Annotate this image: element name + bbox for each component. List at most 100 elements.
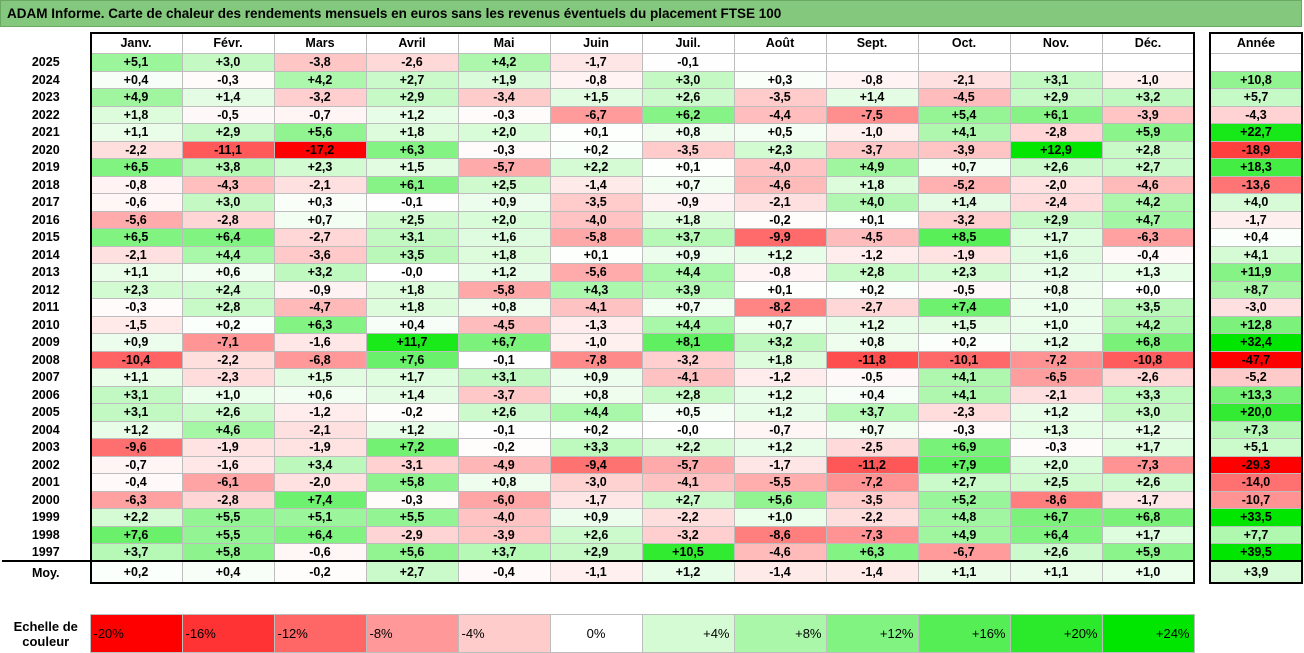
heatmap-cell: -3,7 [457, 385, 551, 404]
heatmap-cell: -2,2 [89, 140, 183, 159]
heatmap-cell: -0,7 [89, 455, 183, 474]
table-row: 2005 +3,1 +2,6 -1,2 -0,2 +2,6 +4,4 +0,5 +1,2 +3,7… [2, 403, 1195, 422]
heatmap-cell: +1,5 [273, 368, 367, 387]
scale-step: -16% [181, 614, 275, 653]
heatmap-cell: -6,7 [917, 543, 1011, 562]
column-header: Mars [273, 32, 367, 54]
annual-table: Année +10,8 +5,7 -4,3 +22,7 -18,9 +18,3 -13,6 +4… [1209, 32, 1303, 584]
heatmap-cell: +8,1 [641, 333, 735, 352]
heatmap-cell: +4,1 [917, 368, 1011, 387]
heatmap-cell: -10,8 [1101, 350, 1195, 369]
heatmap-cell: +3,9 [641, 280, 735, 299]
heatmap-cell: +1,7 [1101, 438, 1195, 457]
annual-cell: +33,5 [1209, 508, 1303, 527]
heatmap-cell: +4,8 [917, 508, 1011, 527]
header-row: Janv. Févr. Mars Avril Mai Juin Juil. Août Sept.… [2, 32, 1195, 54]
heatmap-cell: -2,2 [825, 508, 919, 527]
heatmap-cell: -1,3 [549, 315, 643, 334]
year-label: 2020 [2, 141, 91, 159]
average-row: +3,9 [1209, 560, 1303, 584]
heatmap-cell: -2,8 [1009, 123, 1103, 142]
heatmap-cell: -5,2 [917, 175, 1011, 194]
heatmap-cell: -5,5 [733, 473, 827, 492]
heatmap-cell: -3,1 [365, 455, 459, 474]
heatmap-cell: -4,7 [273, 298, 367, 317]
scale-step: +24% [1101, 614, 1195, 653]
heatmap-cell: +1,3 [1101, 263, 1195, 282]
heatmap-cell: -0,9 [273, 280, 367, 299]
heatmap-cell: -9,6 [89, 438, 183, 457]
heatmap-cell: +3,0 [181, 193, 275, 212]
table-row: -5,2 [1209, 368, 1303, 387]
heatmap-cell: -6,5 [1009, 368, 1103, 387]
annual-cell: +7,3 [1209, 420, 1303, 439]
year-label: 2000 [2, 491, 91, 509]
heatmap-cell: -4,6 [1101, 175, 1195, 194]
column-header: Juil. [641, 32, 735, 54]
heatmap-cell: -0,1 [457, 350, 551, 369]
heatmap-cell: -7,3 [1101, 455, 1195, 474]
table-row: 1998 +7,6 +5,5 +6,4 -2,9 -3,9 +2,6 -3,2 -8,6 -7,3… [2, 525, 1195, 544]
heatmap-cell: -2,1 [273, 175, 367, 194]
heatmap-cell: +2,8 [1101, 140, 1195, 159]
heatmap-cell: -6,0 [457, 490, 551, 509]
heatmap-cell: -17,2 [273, 140, 367, 159]
column-header: Mai [457, 32, 551, 54]
heatmap-cell: +3,0 [1101, 403, 1195, 422]
heatmap-cell: +4,9 [89, 88, 183, 107]
heatmap-cell: +1,6 [457, 228, 551, 247]
scale-step: -8% [365, 614, 459, 653]
annual-cell: -4,3 [1209, 105, 1303, 124]
heatmap-cell: +1,1 [89, 263, 183, 282]
heatmap-cell: -7,5 [825, 105, 919, 124]
heatmap-cell: -8,2 [733, 298, 827, 317]
heatmap-cell: +0,9 [89, 333, 183, 352]
heatmap-cell: -8,6 [1009, 490, 1103, 509]
heatmap-cell: +1,4 [365, 385, 459, 404]
heatmap-cell: +0,8 [549, 385, 643, 404]
table-row: 2023 +4,9 +1,4 -3,2 +2,9 -3,4 +1,5 +2,6 -3,5 +1,4… [2, 88, 1195, 107]
heatmap-cell: +5,5 [365, 508, 459, 527]
annual-cell: +8,7 [1209, 280, 1303, 299]
annual-cell: +4,1 [1209, 245, 1303, 264]
heatmap-cell: +1,2 [733, 403, 827, 422]
table-row: 2024 +0,4 -0,3 +4,2 +2,7 +1,9 -0,8 +3,0 +0,3 -0,8… [2, 70, 1195, 89]
heatmap-cell: +3,1 [89, 385, 183, 404]
heatmap-cell: -1,9 [181, 438, 275, 457]
heatmap-cell: +6,4 [273, 525, 367, 544]
heatmap-cell: +2,9 [1009, 88, 1103, 107]
heatmap-cell: +0,5 [733, 123, 827, 142]
heatmap-cell: +2,4 [181, 280, 275, 299]
heatmap-cell: +3,7 [457, 543, 551, 562]
heatmap-cell: -5,6 [89, 210, 183, 229]
year-label: 1997 [2, 543, 91, 561]
heatmap-cell: +2,3 [733, 140, 827, 159]
heatmap-cell: -0,9 [641, 193, 735, 212]
table-row: +32,4 [1209, 333, 1303, 352]
table-row: 2013 +1,1 +0,6 +3,2 -0,0 +1,2 -5,6 +4,4 -0,8 +2,8… [2, 263, 1195, 282]
heatmap-cell: -4,1 [641, 368, 735, 387]
annual-cell: -10,7 [1209, 490, 1303, 509]
table-row: 2010 -1,5 +0,2 +6,3 +0,4 -4,5 -1,3 +4,4 +0,7 +1,2… [2, 315, 1195, 334]
heatmap-cell: +3,1 [365, 228, 459, 247]
heatmap-cell: -0,3 [89, 298, 183, 317]
heatmap-cell: -3,8 [273, 53, 367, 72]
heatmap-cell: -6,3 [1101, 228, 1195, 247]
column-header: Févr. [181, 32, 275, 54]
table-row: +18,3 [1209, 158, 1303, 177]
heatmap-cell: -3,9 [1101, 105, 1195, 124]
heatmap-cell: +6,3 [825, 543, 919, 562]
heatmap-cell: +1,5 [549, 88, 643, 107]
heatmap-cell: +0,8 [825, 333, 919, 352]
table-row: 2011 -0,3 +2,8 -4,7 +1,8 +0,8 -4,1 +0,7 -8,2 -2,7… [2, 298, 1195, 317]
year-label: 2009 [2, 333, 91, 351]
heatmap-cell: +0,2 [917, 333, 1011, 352]
heatmap-cell: +11,7 [365, 333, 459, 352]
heatmap-cell: -1,7 [549, 490, 643, 509]
heatmap-cell: -0,8 [733, 263, 827, 282]
heatmap-cell: +2,0 [457, 210, 551, 229]
table-row: +5,7 [1209, 88, 1303, 107]
heatmap-cell: +4,1 [917, 385, 1011, 404]
table-row: +7,3 [1209, 420, 1303, 439]
heatmap-cell: +1,0 [1009, 315, 1103, 334]
